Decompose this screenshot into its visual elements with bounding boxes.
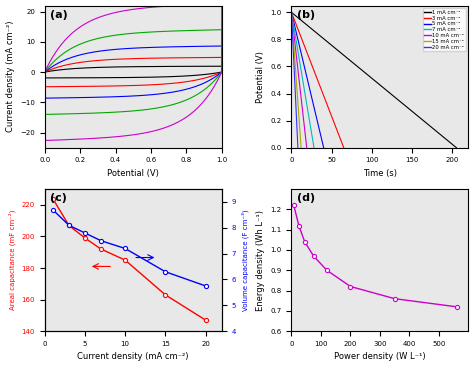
15 mA cm⁻² [294,93,300,97]
3 mA cm⁻² [333,124,338,128]
10 mA cm⁻² [302,133,308,137]
15 mA cm⁻² [289,10,294,15]
15 mA cm⁻² [297,133,303,137]
20 mA cm⁻² [294,133,300,137]
5 mA cm⁻² [308,91,313,95]
X-axis label: Current density (mA cm⁻²): Current density (mA cm⁻²) [77,352,189,361]
Line: 15 mA cm⁻²: 15 mA cm⁻² [292,12,301,148]
7 mA cm⁻² [308,124,313,128]
Line: 20 mA cm⁻²: 20 mA cm⁻² [292,12,298,148]
7 mA cm⁻² [311,145,317,150]
15 mA cm⁻² [298,145,304,150]
1 mA cm⁻² [289,10,294,15]
7 mA cm⁻² [289,10,294,15]
5 mA cm⁻² [316,124,321,128]
7 mA cm⁻² [309,133,315,137]
15 mA cm⁻² [289,11,294,15]
15 mA cm⁻² [297,124,302,128]
5 mA cm⁻² [308,90,313,95]
3 mA cm⁻² [289,10,294,15]
Line: 10 mA cm⁻²: 10 mA cm⁻² [292,12,307,148]
20 mA cm⁻² [289,10,294,15]
3 mA cm⁻² [289,11,294,15]
X-axis label: Potential (V): Potential (V) [107,169,159,178]
15 mA cm⁻² [294,90,300,95]
15 mA cm⁻² [294,91,300,95]
Line: 1 mA cm⁻²: 1 mA cm⁻² [292,12,456,148]
7 mA cm⁻² [302,91,308,95]
5 mA cm⁻² [289,11,294,15]
20 mA cm⁻² [289,11,294,15]
10 mA cm⁻² [304,145,310,150]
Text: (b): (b) [297,10,315,20]
3 mA cm⁻² [319,90,325,95]
1 mA cm⁻² [454,145,459,150]
20 mA cm⁻² [292,90,298,95]
Text: (a): (a) [50,10,68,20]
X-axis label: Time (s): Time (s) [363,169,397,178]
20 mA cm⁻² [292,93,298,97]
7 mA cm⁻² [289,11,294,15]
5 mA cm⁻² [321,145,327,150]
20 mA cm⁻² [295,145,301,150]
10 mA cm⁻² [301,124,307,128]
Y-axis label: Potential (V): Potential (V) [256,51,265,102]
1 mA cm⁻² [428,124,433,128]
1 mA cm⁻² [438,133,444,137]
1 mA cm⁻² [386,90,392,95]
1 mA cm⁻² [387,91,392,95]
Y-axis label: Current density (mA cm⁻²): Current density (mA cm⁻²) [6,21,15,132]
10 mA cm⁻² [289,10,294,15]
Line: 3 mA cm⁻²: 3 mA cm⁻² [292,12,344,148]
5 mA cm⁻² [308,93,314,97]
Text: (d): (d) [297,193,315,203]
3 mA cm⁻² [320,91,326,95]
5 mA cm⁻² [318,133,323,137]
10 mA cm⁻² [298,91,303,95]
7 mA cm⁻² [302,90,308,95]
1 mA cm⁻² [289,11,295,15]
20 mA cm⁻² [292,91,298,95]
10 mA cm⁻² [298,93,304,97]
10 mA cm⁻² [289,11,294,15]
10 mA cm⁻² [298,90,303,95]
X-axis label: Power density (W L⁻¹): Power density (W L⁻¹) [334,352,426,361]
3 mA cm⁻² [320,93,326,97]
1 mA cm⁻² [390,93,395,97]
Line: 7 mA cm⁻²: 7 mA cm⁻² [292,12,314,148]
3 mA cm⁻² [336,133,342,137]
Text: (c): (c) [50,193,67,203]
Legend: 1 mA cm⁻², 3 mA cm⁻², 5 mA cm⁻², 7 mA cm⁻², 10 mA cm⁻², 15 mA cm⁻², 20 mA cm⁻²: 1 mA cm⁻², 3 mA cm⁻², 5 mA cm⁻², 7 mA cm… [423,8,466,51]
20 mA cm⁻² [294,124,300,128]
Y-axis label: Areal capacitance (mF cm⁻²): Areal capacitance (mF cm⁻²) [9,210,16,310]
7 mA cm⁻² [302,93,308,97]
Y-axis label: Energy density (Wh L⁻¹): Energy density (Wh L⁻¹) [256,210,265,310]
5 mA cm⁻² [289,10,294,15]
Line: 5 mA cm⁻²: 5 mA cm⁻² [292,12,324,148]
Y-axis label: Volume capacitance (F cm⁻³): Volume capacitance (F cm⁻³) [241,209,249,311]
3 mA cm⁻² [341,145,346,150]
